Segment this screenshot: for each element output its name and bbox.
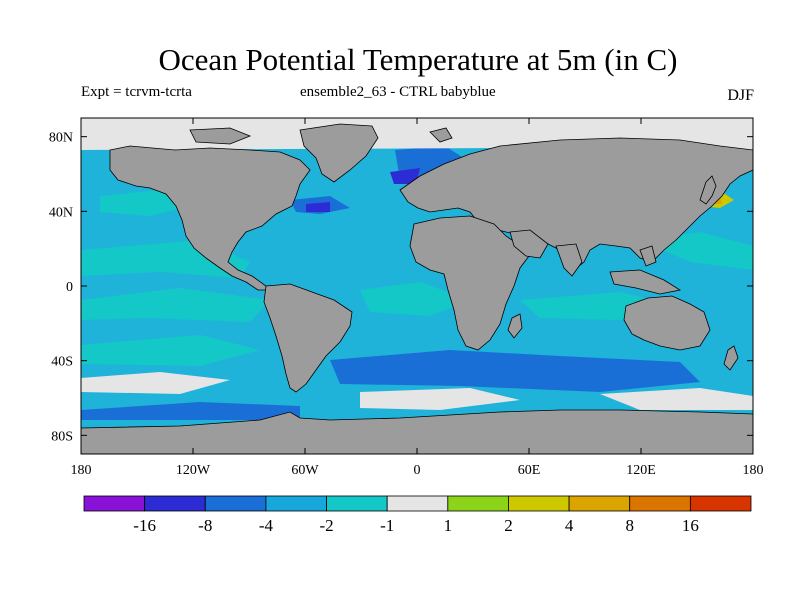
maritime-continent [609, 269, 682, 295]
greenland [299, 123, 379, 183]
japan [699, 175, 717, 205]
colorbar-swatch [204, 495, 267, 512]
australia [623, 295, 711, 351]
anomaly-patch [81, 372, 230, 394]
svalbard [429, 127, 453, 143]
colorbar-swatch [568, 495, 631, 512]
x-tick-label: 120E [626, 463, 656, 478]
indian-subcontinent [555, 243, 583, 277]
colorbar-swatch [629, 495, 691, 512]
colorbar-swatch [386, 495, 449, 512]
anomaly-patch [81, 402, 300, 420]
map-title: Ocean Potential Temperature at 5m (in C) [158, 42, 678, 77]
colorbar-swatch [447, 495, 509, 512]
madagascar [507, 313, 523, 339]
anomaly-patch [330, 350, 700, 392]
south-america [263, 283, 353, 393]
new-zealand [723, 345, 739, 371]
x-tick-label: 120W [176, 463, 211, 478]
map-plot-area [81, 118, 753, 454]
x-tick-label: 0 [414, 463, 421, 478]
x-tick-label: 60E [518, 463, 541, 478]
colorbar-label: 1 [444, 516, 453, 535]
arctic-archipelago [189, 127, 252, 145]
colorbar-label: -4 [259, 516, 274, 535]
colorbar-swatch [83, 495, 146, 512]
colorbar-label: 8 [625, 516, 634, 535]
ensemble-label: ensemble2_63 - CTRL babyblue [300, 84, 496, 100]
colorbar-label: -16 [133, 516, 156, 535]
north-america [109, 145, 311, 291]
colorbar-label: 16 [682, 516, 699, 535]
colorbar-label: -2 [319, 516, 333, 535]
longitude-axis: 180 120W 60W 0 60E 120E 180 [71, 118, 764, 478]
colorbar-swatch [326, 495, 388, 512]
y-tick-label: 0 [66, 280, 73, 295]
colorbar-label: -8 [198, 516, 212, 535]
antarctica [81, 409, 753, 454]
anomaly-patch [390, 168, 420, 184]
x-tick-label: 180 [743, 463, 764, 478]
colorbar-swatch [144, 495, 206, 512]
anomaly-patch [360, 388, 520, 410]
y-tick-label: 80S [51, 429, 73, 444]
africa [409, 215, 533, 351]
y-tick-label: 40S [51, 355, 73, 370]
colorbar: -16 -8 -4 -2 -1 1 2 4 8 16 [83, 495, 752, 535]
colorbar-swatch [265, 495, 327, 512]
anomaly-patch [306, 202, 330, 212]
land-masses [81, 123, 753, 454]
x-tick-label: 180 [71, 463, 92, 478]
colorbar-swatch [689, 495, 752, 512]
experiment-label: Expt = tcrvm-tcrta [81, 84, 192, 100]
philippines [639, 245, 657, 267]
colorbar-label: -1 [380, 516, 394, 535]
arabian-peninsula [509, 229, 549, 259]
season-label: DJF [727, 87, 754, 104]
colorbar-swatch [508, 495, 570, 512]
y-tick-label: 80N [49, 131, 73, 146]
colorbar-label: 2 [504, 516, 513, 535]
latitude-axis: 80N 40N 0 40S 80S [49, 131, 753, 444]
anomaly-patch [81, 335, 260, 366]
anomaly-patch [600, 388, 753, 410]
anomaly-patch [360, 282, 470, 316]
x-tick-label: 60W [291, 463, 319, 478]
y-tick-label: 40N [49, 205, 73, 220]
anomaly-patch [81, 288, 270, 322]
colorbar-label: 4 [565, 516, 574, 535]
